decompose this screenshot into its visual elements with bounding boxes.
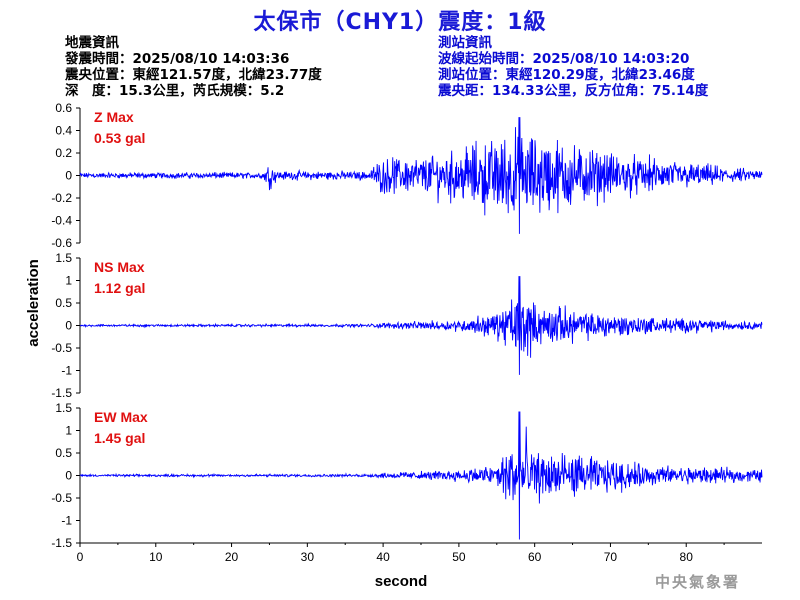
distance-azimuth: 震央距：134.33公里，反方位角：75.14度	[438, 83, 709, 99]
station-location: 測站位置：東經120.29度，北緯23.46度	[438, 67, 695, 83]
y-tick-label: 0.6	[55, 101, 72, 115]
y-tick-label: 0	[65, 169, 72, 183]
y-tick-label: -0.5	[51, 491, 72, 505]
y-tick-label: 0.5	[55, 446, 72, 460]
epicenter-location: 震央位置：東經121.57度，北緯23.77度	[65, 67, 322, 83]
x-tick-label: 0	[77, 550, 84, 564]
component-max-label: EW Max	[94, 409, 148, 425]
x-tick-label: 30	[301, 550, 315, 564]
x-tick-label: 40	[376, 550, 390, 564]
agency-watermark: 中央氣象署	[655, 573, 741, 591]
panel-ns-max: 1.5 1 0.5 0 -0.5 -1 -1.5 NS Max 1.12 gal	[51, 251, 763, 400]
component-max-value: 1.45 gal	[94, 430, 145, 446]
x-tick-label: 10	[149, 550, 163, 564]
y-tick-label: 0.4	[55, 124, 72, 138]
y-tick-label: 0.5	[55, 296, 72, 310]
y-tick-label: 0	[65, 319, 72, 333]
x-axis-label: second	[375, 573, 428, 590]
earthquake-info: 地震資訊 發震時間：2025/08/10 14:03:36 震央位置：東經121…	[65, 35, 322, 99]
y-tick-label: 1.5	[55, 251, 72, 265]
component-max-value: 1.12 gal	[94, 280, 145, 296]
x-axis: 0 10 20 30 40 50 60 70 80 second	[77, 542, 762, 590]
earthquake-info-heading: 地震資訊	[65, 35, 119, 51]
x-tick-label: 60	[528, 550, 542, 564]
y-tick-label: 1	[65, 424, 72, 438]
station-info-heading: 測站資訊	[438, 35, 492, 51]
y-axis-label: acceleration	[25, 259, 42, 347]
y-tick-label: 0	[65, 469, 72, 483]
y-tick-label: -1.5	[51, 386, 72, 400]
wave-start-time: 波線起始時間：2025/08/10 14:03:20	[438, 51, 690, 67]
component-max-label: Z Max	[94, 109, 134, 125]
waveform-line	[79, 117, 763, 234]
y-tick-label: 1.5	[55, 401, 72, 415]
y-tick-label: -0.5	[51, 341, 72, 355]
y-tick-label: 1	[65, 274, 72, 288]
x-tick-label: 20	[225, 550, 239, 564]
x-tick-label: 70	[604, 550, 618, 564]
origin-time: 發震時間：2025/08/10 14:03:36	[65, 51, 290, 67]
chart-title: 太保市（CHY1）震度：1級	[253, 10, 547, 35]
y-tick-label: -1.5	[51, 536, 72, 550]
component-max-label: NS Max	[94, 259, 145, 275]
y-tick-label: -1	[61, 364, 72, 378]
component-max-value: 0.53 gal	[94, 130, 145, 146]
waveform-line	[79, 411, 763, 540]
y-tick-label: -0.6	[51, 236, 72, 250]
waveform-line	[79, 276, 763, 375]
panel-z-max: 0.6 0.4 0.2 0 -0.2 -0.4 -0.6 Z Max 0.53 gal	[51, 101, 763, 250]
y-tick-label: -0.4	[51, 214, 72, 228]
station-info: 測站資訊 波線起始時間：2025/08/10 14:03:20 測站位置：東經1…	[438, 35, 708, 99]
x-tick-label: 50	[452, 550, 466, 564]
y-tick-label: 0.2	[55, 146, 72, 160]
depth-magnitude: 深 度：15.3公里，芮氏規模：5.2	[65, 83, 285, 99]
panel-ew-max: 1.5 1 0.5 0 -0.5 -1 -1.5 EW Max 1.45 gal	[51, 401, 763, 550]
y-tick-label: -0.2	[51, 191, 72, 205]
x-tick-label: 80	[680, 550, 694, 564]
y-tick-label: -1	[61, 514, 72, 528]
